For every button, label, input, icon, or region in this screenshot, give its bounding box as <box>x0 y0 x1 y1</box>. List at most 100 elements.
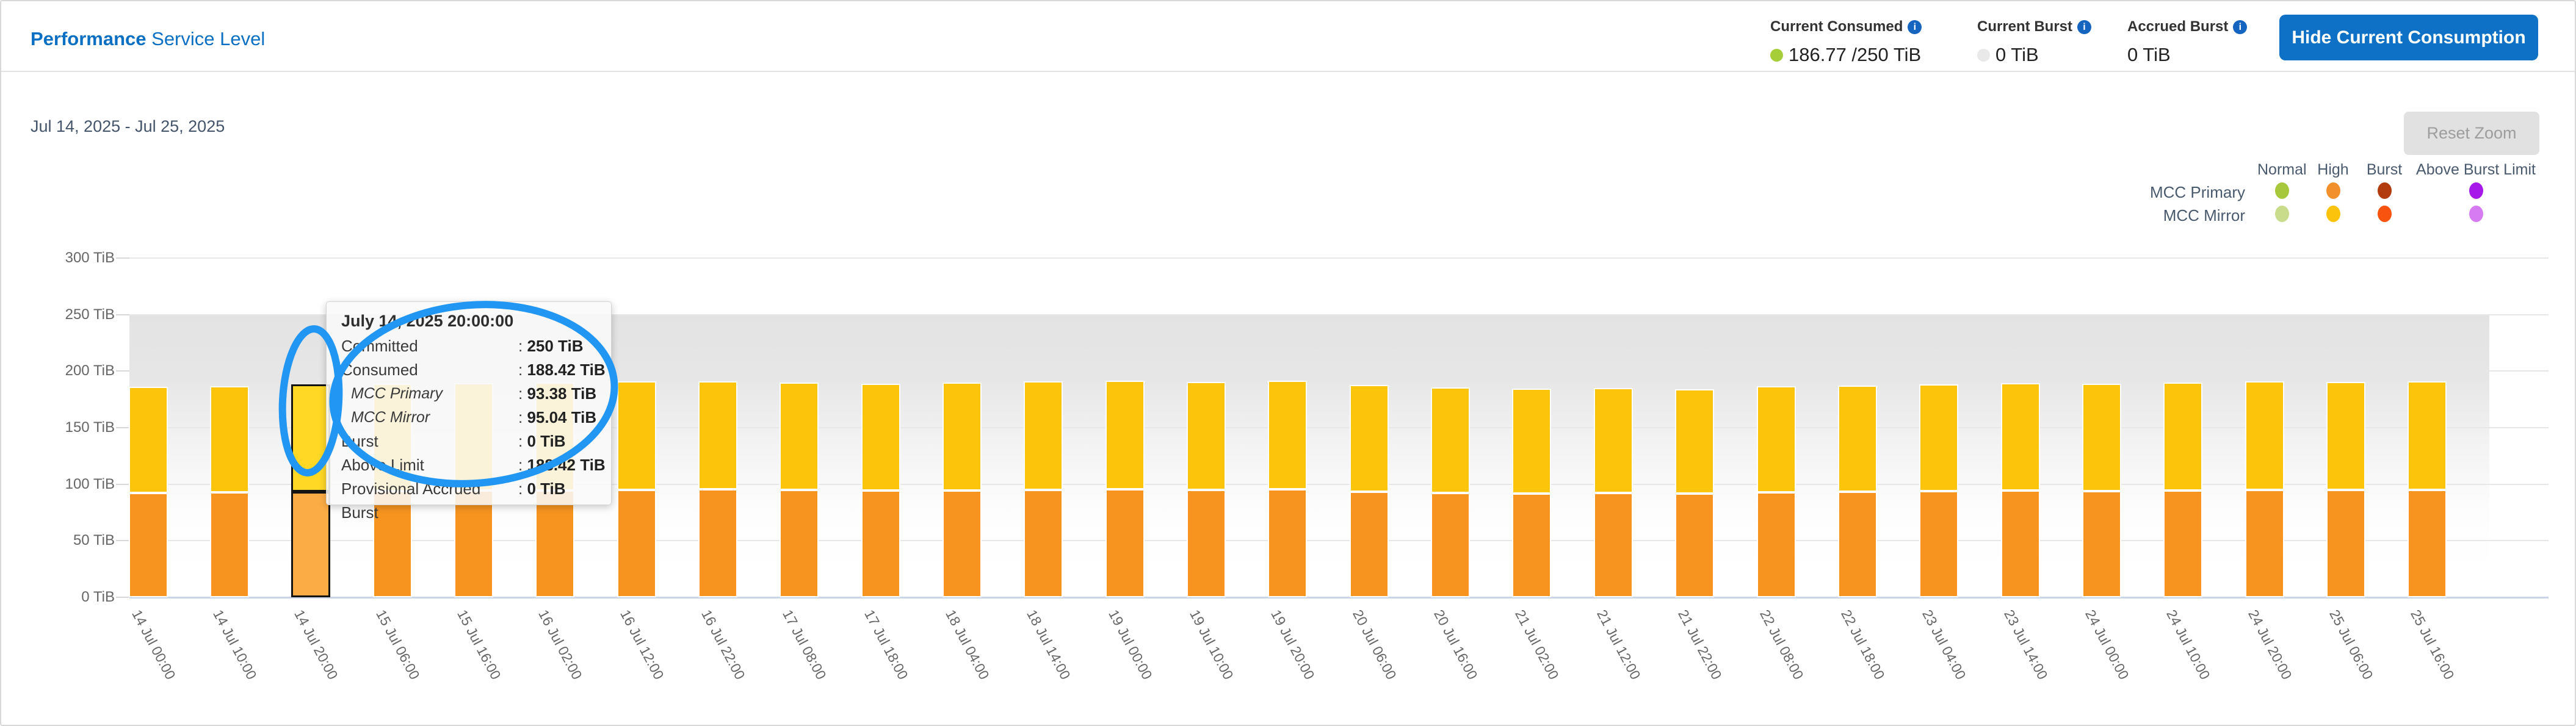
info-icon[interactable]: i <box>2077 20 2092 34</box>
bar-segment-mcc-mirror[interactable] <box>2163 382 2203 491</box>
stat-value: 0 TiB <box>2127 44 2171 65</box>
bar-segment-mcc-mirror[interactable] <box>2082 384 2121 491</box>
stat-label: Current Burst <box>1977 18 2073 35</box>
legend-state-dot-cell[interactable] <box>2360 182 2409 202</box>
bar-segment-mcc-primary[interactable] <box>1024 489 1063 597</box>
bar-segment-mcc-primary[interactable] <box>1919 491 1959 597</box>
bar-segment-mcc-mirror[interactable] <box>1675 389 1715 494</box>
legend-state-dot-cell[interactable] <box>2257 182 2306 202</box>
info-icon[interactable]: i <box>1908 20 1922 34</box>
bar-segment-mcc-primary[interactable] <box>1349 491 1389 597</box>
tooltip-row: MCC Mirror: 95.04 TiB <box>341 406 596 429</box>
legend-series-label[interactable]: MCC Mirror <box>2163 206 2245 225</box>
tooltip-row-label: MCC Primary <box>351 385 443 402</box>
bar-segment-mcc-mirror[interactable] <box>291 384 331 492</box>
tooltip-rows: Committed: 250 TiB Consumed: 188.42 TiB MC… <box>341 334 606 525</box>
bar-segment-mcc-primary[interactable] <box>1268 489 1308 597</box>
bar-segment-mcc-mirror[interactable] <box>2000 383 2040 491</box>
bar-segment-mcc-mirror[interactable] <box>2326 382 2365 491</box>
bar-segment-mcc-mirror[interactable] <box>1349 384 1389 492</box>
x-axis-label: 25 Jul 06:00 <box>2326 607 2376 682</box>
bar-segment-mcc-primary[interactable] <box>1837 492 1877 597</box>
bar-segment-mcc-primary[interactable] <box>2326 490 2365 597</box>
bar-segment-mcc-mirror[interactable] <box>1431 387 1471 493</box>
bar-segment-mcc-primary[interactable] <box>2000 491 2040 597</box>
bar-segment-mcc-mirror[interactable] <box>1512 389 1552 494</box>
tooltip-row-label: MCC Mirror <box>351 409 430 426</box>
legend-state-dot-cell[interactable] <box>2412 182 2539 202</box>
legend-state-dot-icon <box>2326 206 2340 222</box>
bar-segment-mcc-mirror[interactable] <box>1756 386 1796 492</box>
legend-state-dot-cell[interactable] <box>2412 206 2539 225</box>
bar-segment-mcc-mirror[interactable] <box>1187 381 1226 490</box>
bar-segment-mcc-mirror[interactable] <box>942 383 982 491</box>
bar-segment-mcc-primary[interactable] <box>535 490 575 597</box>
bar-segment-mcc-primary[interactable] <box>454 491 493 597</box>
bar-segment-mcc-primary[interactable] <box>1675 494 1715 597</box>
bar-segment-mcc-primary[interactable] <box>2245 489 2284 597</box>
legend-state-dot-cell[interactable] <box>2360 206 2409 225</box>
bar-segment-mcc-primary[interactable] <box>780 490 819 597</box>
bar-segment-mcc-mirror[interactable] <box>698 381 737 490</box>
bar-segment-mcc-primary[interactable] <box>372 491 412 597</box>
bar-segment-mcc-primary[interactable] <box>2082 491 2121 597</box>
x-axis-label: 19 Jul 20:00 <box>1268 607 1319 682</box>
bar-segment-mcc-mirror[interactable] <box>1105 381 1145 490</box>
chart-legend: Normal High Burst Above Burst Limit MCC Prim… <box>2143 161 2539 225</box>
bar-segment-mcc-mirror[interactable] <box>2408 381 2447 490</box>
bar-segment-mcc-mirror[interactable] <box>780 382 819 491</box>
bar-segment-mcc-mirror[interactable] <box>209 386 249 493</box>
bar-segment-mcc-primary[interactable] <box>861 491 900 597</box>
bar-segment-mcc-primary[interactable] <box>1187 489 1226 597</box>
bar-segment-mcc-primary[interactable] <box>1105 489 1145 597</box>
x-axis-label: 16 Jul 02:00 <box>535 607 586 682</box>
reset-zoom-button[interactable]: Reset Zoom <box>2404 112 2539 155</box>
bar-segment-mcc-primary[interactable] <box>1756 492 1796 597</box>
bar-segment-mcc-mirror[interactable] <box>2245 381 2284 490</box>
bar-segment-mcc-primary[interactable] <box>1512 493 1552 597</box>
bar-segment-mcc-mirror[interactable] <box>1024 381 1063 490</box>
gridline <box>129 483 2549 485</box>
page-title-rest: Service Level <box>146 28 266 49</box>
bar-segment-mcc-mirror[interactable] <box>1837 385 1877 492</box>
bar-segment-mcc-mirror[interactable] <box>128 387 168 493</box>
legend-state-dot-cell[interactable] <box>2310 206 2356 225</box>
bar-segment-mcc-primary[interactable] <box>617 490 656 597</box>
legend-state-dot-icon <box>2274 182 2289 199</box>
bar-segment-mcc-primary[interactable] <box>1593 493 1633 597</box>
bar-segment-mcc-primary[interactable] <box>291 491 331 597</box>
stat-label: Current Consumed <box>1770 18 1903 35</box>
bar-segment-mcc-primary[interactable] <box>209 492 249 597</box>
bar-segment-mcc-primary[interactable] <box>942 490 982 597</box>
stat-current-burst: Current Burst i 0 TiB <box>1977 18 2092 66</box>
bar-segment-mcc-primary[interactable] <box>698 489 737 597</box>
bar-segment-mcc-primary[interactable] <box>128 492 168 597</box>
x-axis-label: 21 Jul 22:00 <box>1675 607 1725 682</box>
date-range-label: Jul 14, 2025 - Jul 25, 2025 <box>31 117 225 135</box>
bar-segment-mcc-mirror[interactable] <box>1919 384 1959 492</box>
tooltip-row-value: : 188.42 TiB <box>518 361 606 379</box>
legend-state-dot-icon <box>2469 206 2483 222</box>
bar-segment-mcc-primary[interactable] <box>1431 492 1471 597</box>
bar-segment-mcc-mirror[interactable] <box>861 383 900 491</box>
bar-segment-mcc-mirror[interactable] <box>1593 387 1633 494</box>
bar-segment-mcc-primary[interactable] <box>2163 490 2203 597</box>
y-axis-tick <box>116 257 129 259</box>
legend-column-header: Above Burst Limit <box>2416 161 2536 178</box>
bar-segment-mcc-mirror[interactable] <box>617 381 656 491</box>
bar-segment-mcc-mirror[interactable] <box>1268 380 1308 489</box>
info-icon[interactable]: i <box>2233 20 2248 34</box>
legend-state-dot-cell[interactable] <box>2257 206 2306 225</box>
legend-state-dot-icon <box>2377 182 2392 199</box>
page-title: Performance Service Level <box>31 28 265 50</box>
legend-state-dot-cell[interactable] <box>2310 182 2356 202</box>
bar-segment-mcc-primary[interactable] <box>2408 489 2447 597</box>
hide-current-consumption-button[interactable]: Hide Current Consumption <box>2279 15 2538 60</box>
x-axis-label: 25 Jul 16:00 <box>2408 607 2458 682</box>
x-axis-label: 15 Jul 06:00 <box>372 607 423 682</box>
legend-series-label[interactable]: MCC Primary <box>2150 182 2245 201</box>
stat-accrued-burst: Accrued Burst i 0 TiB <box>2127 18 2248 66</box>
tooltip-row-value: : 0 TiB <box>518 480 566 498</box>
x-axis-label: 19 Jul 10:00 <box>1187 607 1237 682</box>
